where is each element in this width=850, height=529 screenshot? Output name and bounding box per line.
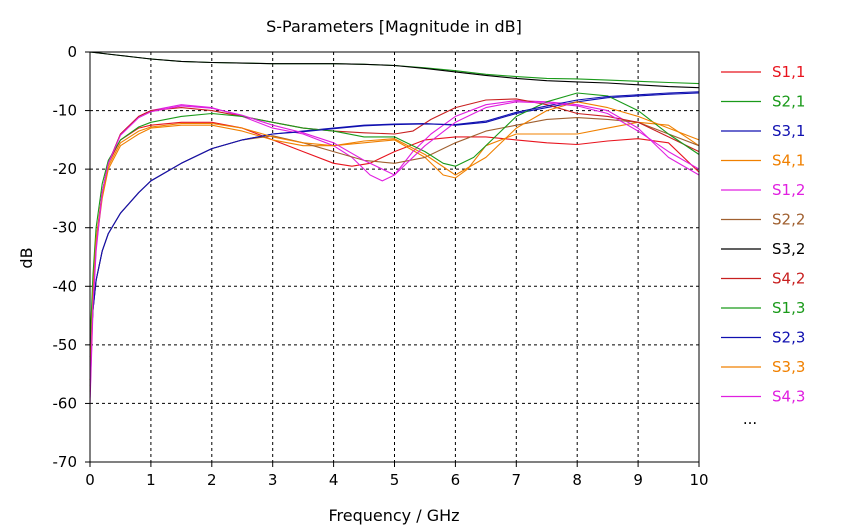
y-tick-label: 0 bbox=[67, 43, 77, 61]
legend-label: S2,2 bbox=[772, 211, 805, 229]
x-tick-label: 4 bbox=[329, 471, 339, 489]
legend-label: S4,3 bbox=[772, 388, 805, 406]
x-tick-label: 8 bbox=[572, 471, 582, 489]
x-axis-label: Frequency / GHz bbox=[328, 506, 459, 525]
legend-label: S1,3 bbox=[772, 299, 805, 317]
legend-label: S1,1 bbox=[772, 63, 805, 81]
x-tick-label: 1 bbox=[146, 471, 156, 489]
series-lines bbox=[89, 51, 700, 404]
y-tick-label: -20 bbox=[53, 160, 78, 178]
x-tick-label: 0 bbox=[85, 471, 95, 489]
x-tick-label: 5 bbox=[390, 471, 400, 489]
legend-label: S2,3 bbox=[772, 329, 805, 347]
y-tick-label: -60 bbox=[53, 394, 78, 412]
x-axis-ticks: 0 1 2 3 4 5 6 7 8 9 10 bbox=[85, 462, 709, 489]
x-tick-label: 9 bbox=[633, 471, 643, 489]
x-tick-label: 2 bbox=[207, 471, 217, 489]
legend-label: S2,1 bbox=[772, 93, 805, 111]
series-line-S3-3 bbox=[89, 101, 700, 381]
y-tick-label: -30 bbox=[53, 219, 78, 237]
x-tick-label: 10 bbox=[689, 471, 708, 489]
series-line-S4-1 bbox=[89, 121, 700, 386]
series-line-S2-3 bbox=[89, 91, 700, 357]
y-tick-label: -70 bbox=[53, 453, 78, 471]
x-tick-label: 7 bbox=[512, 471, 522, 489]
y-tick-label: -10 bbox=[53, 102, 78, 120]
legend-label: S4,1 bbox=[772, 152, 805, 170]
x-tick-label: 3 bbox=[268, 471, 278, 489]
y-axis-label: dB bbox=[17, 247, 36, 268]
series-line-S3-2 bbox=[89, 51, 700, 89]
legend-label: S3,1 bbox=[772, 122, 805, 140]
grid-lines bbox=[90, 52, 699, 462]
series-line-S1-1 bbox=[89, 121, 700, 381]
legend-label: S3,2 bbox=[772, 240, 805, 258]
y-tick-label: -40 bbox=[53, 277, 78, 295]
y-tick-label: -50 bbox=[53, 336, 78, 354]
legend: S1,1 S2,1 S3,1 S4,1 S1,2 S2,2 S3,2 S4,2 S1,3 S2,3… bbox=[721, 63, 805, 406]
legend-label: S3,3 bbox=[772, 358, 805, 376]
legend-label: S1,2 bbox=[772, 181, 805, 199]
legend-label: S4,2 bbox=[772, 270, 805, 288]
x-tick-label: 6 bbox=[451, 471, 461, 489]
chart-title: S-Parameters [Magnitude in dB] bbox=[266, 17, 522, 36]
series-line-S4-3 bbox=[89, 101, 700, 398]
y-axis-ticks: 0 -10 -20 -30 -40 -50 -60 -70 bbox=[53, 43, 90, 471]
legend-more-indicator: ... bbox=[743, 410, 757, 428]
